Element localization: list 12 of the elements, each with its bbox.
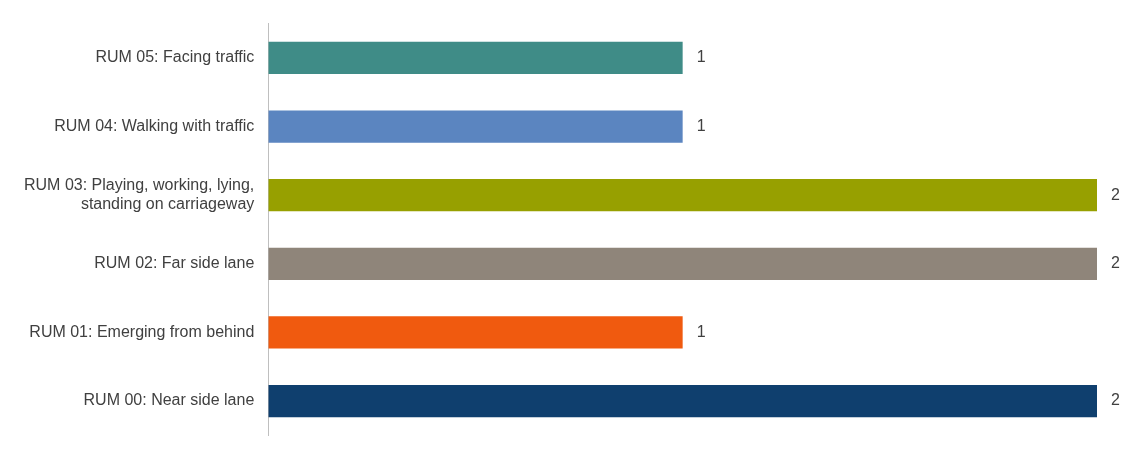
data-label: 2 [1111,391,1120,409]
y-tick-label: RUM 00: Near side lane [83,391,255,409]
y-tick-label: RUM 02: Far side lane [94,254,255,272]
y-tick-label: RUM 05: Facing traffic [95,48,255,66]
data-label: 2 [1111,185,1120,203]
y-tick-label: RUM 01: Emerging from behind [29,322,255,340]
data-label: 2 [1111,254,1120,272]
data-label: 1 [696,48,706,66]
y-tick-label: RUM 04: Walking with traffic [54,116,255,134]
data-label: 1 [696,116,706,134]
y-tick-label: RUM 03: Playing, working, lying, standing on carriageway [24,175,255,213]
data-label: 1 [696,322,706,340]
